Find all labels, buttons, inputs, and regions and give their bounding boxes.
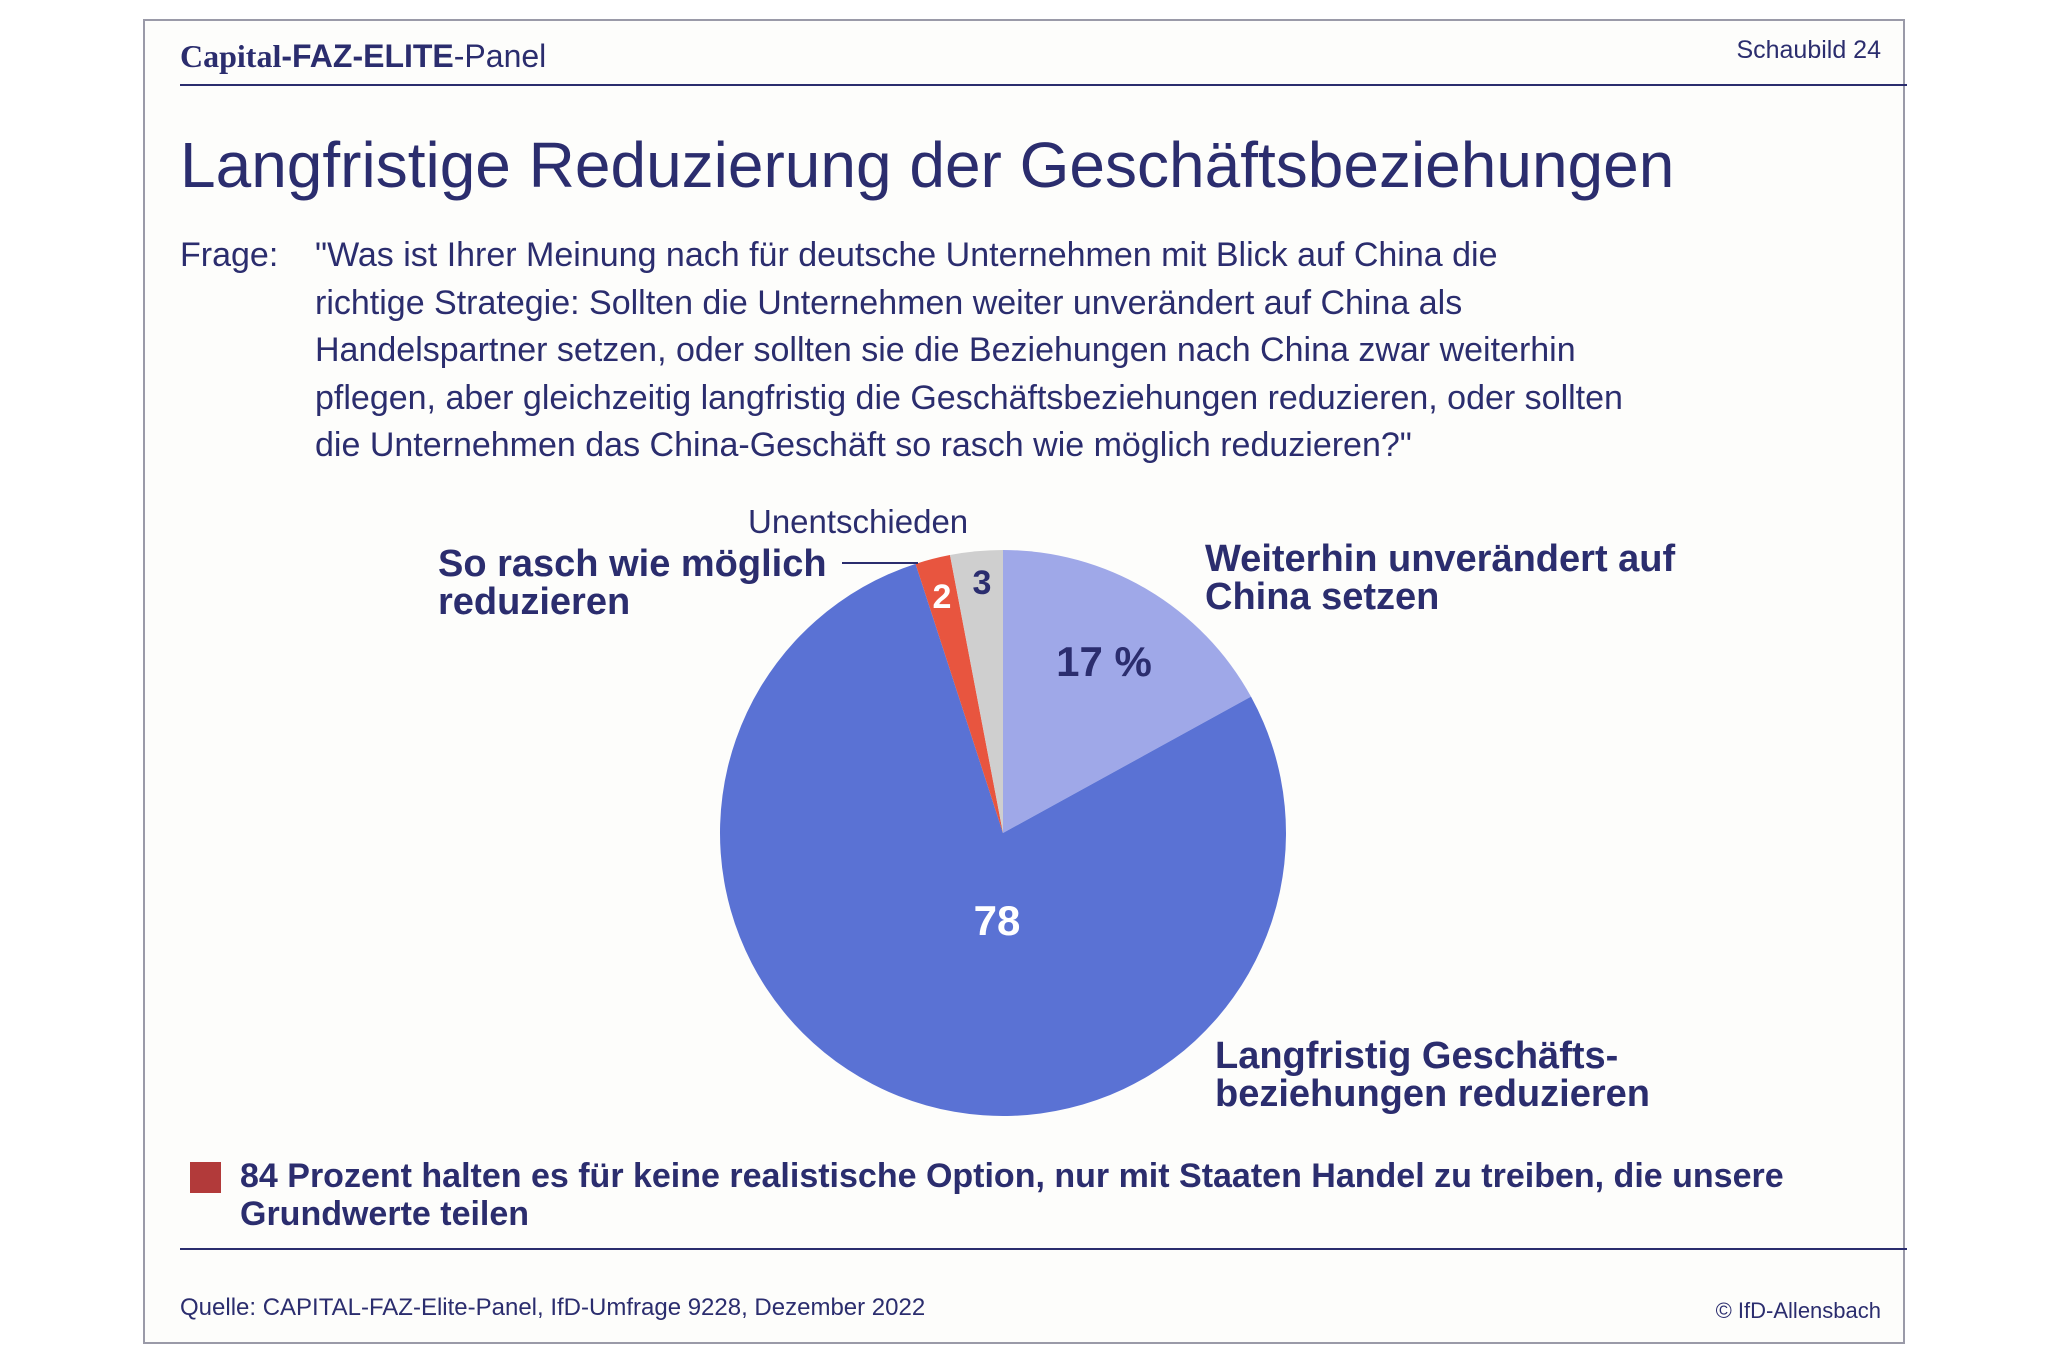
key-finding-note: 84 Prozent halten es für keine realistis… [240,1157,1784,1233]
panel-name-bold: -FAZ-ELITE [281,38,454,74]
pie-slice-2 [719,563,1286,1117]
panel-name-suffix: -Panel [453,38,547,74]
capital-logo: Capital [180,38,282,74]
survey-question: Frage: "Was ist Ihrer Meinung nach für de… [180,232,1880,470]
question-line-3: Handelspartner setzen, oder sollten sie … [315,331,1576,369]
pie-value-label-4: 3 [973,564,992,602]
figure-number: Schaubild 24 [1736,36,1881,64]
slice-label-undecided: Unentschieden [748,503,969,540]
pie-slice-3 [915,555,1003,833]
panel-brand: Capital-FAZ-ELITE-Panel [180,38,546,75]
pie-value-label-3: 2 [933,578,952,616]
footer-rule [180,1248,1907,1250]
question-line-5: die Unternehmen das China-Geschäft so ra… [315,426,1412,464]
chart-title: Langfristige Reduzierung der Geschäftsbe… [180,129,1675,201]
pie-value-label-1: 17 % [1056,638,1152,685]
pie-slice-1 [1003,550,1251,833]
header-rule [180,84,1907,86]
slice-label-long-term-reduce: Langfristig Geschäfts- beziehungen reduz… [1215,1035,1650,1115]
question-line-4: pflegen, aber gleichzeitig langfristig d… [315,378,1623,417]
slice-label-unchanged: Weiterhin unverändert auf China setzen [1205,538,1676,618]
note-marker [190,1162,221,1193]
source-note: Quelle: CAPITAL-FAZ-Elite-Panel, IfD-Umf… [180,1294,926,1321]
question-line-2: richtige Strategie: Sollten die Unterneh… [315,283,1463,322]
pie-slice-4 [949,550,1003,833]
slice-label-reduce-quickly: So rasch wie möglich reduzieren [438,543,827,623]
copyright: © IfD-Allensbach [1715,1298,1881,1323]
question-label: Frage: [180,236,279,274]
question-line-1: Frage: "Was ist Ihrer Meinung nach für de… [180,232,1880,280]
pie-value-label-2: 78 [974,897,1021,944]
